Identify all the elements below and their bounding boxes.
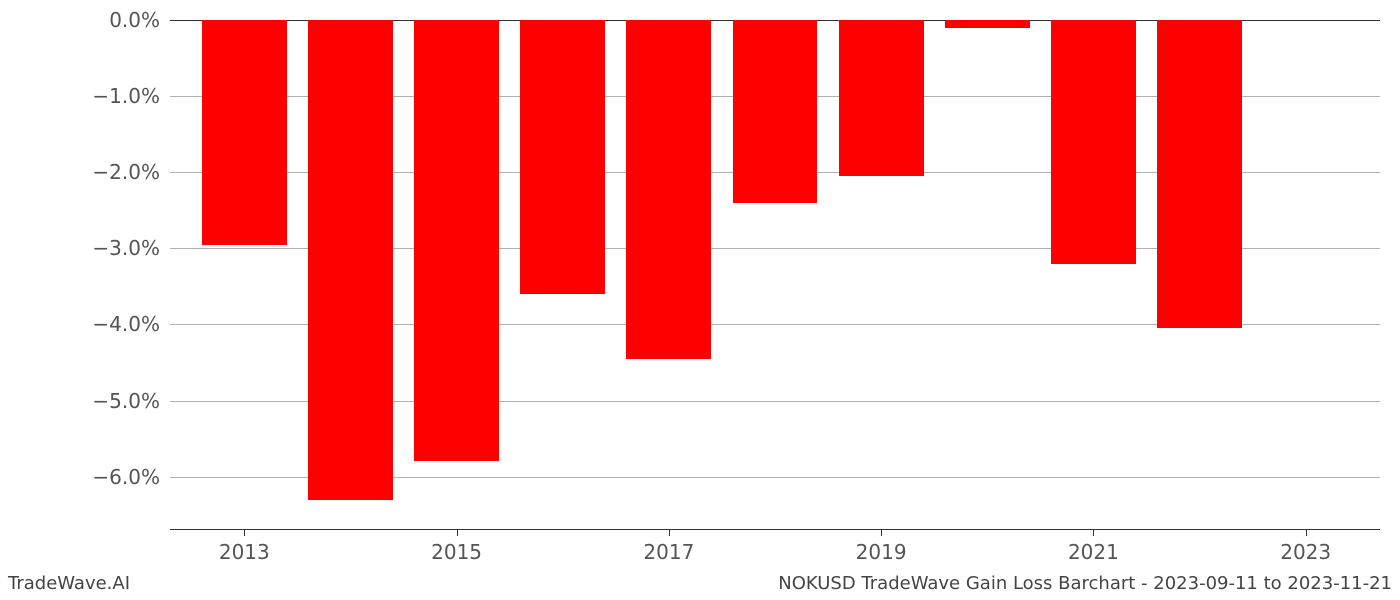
xtick-label: 2019 xyxy=(856,540,907,564)
xtick-label: 2017 xyxy=(643,540,694,564)
bar xyxy=(626,20,711,359)
xtick-mark xyxy=(457,530,458,536)
bar xyxy=(308,20,393,500)
xtick-mark xyxy=(1093,530,1094,536)
xtick-mark xyxy=(244,530,245,536)
chart-plot-area xyxy=(170,20,1380,530)
xtick-mark xyxy=(1306,530,1307,536)
xtick-label: 2013 xyxy=(219,540,270,564)
ytick-label: −6.0% xyxy=(92,465,160,489)
ytick-label: −5.0% xyxy=(92,389,160,413)
bar xyxy=(1157,20,1242,328)
bar xyxy=(733,20,818,203)
ytick-label: −4.0% xyxy=(92,312,160,336)
footer-left-text: TradeWave.AI xyxy=(8,573,130,594)
bar xyxy=(520,20,605,294)
ytick-label: −3.0% xyxy=(92,236,160,260)
bar xyxy=(945,20,1030,28)
bar xyxy=(839,20,924,176)
ytick-label: −2.0% xyxy=(92,160,160,184)
ytick-label: −1.0% xyxy=(92,84,160,108)
bar xyxy=(202,20,287,245)
xtick-label: 2023 xyxy=(1280,540,1331,564)
footer-right-text: NOKUSD TradeWave Gain Loss Barchart - 20… xyxy=(778,573,1392,594)
xtick-label: 2015 xyxy=(431,540,482,564)
xtick-label: 2021 xyxy=(1068,540,1119,564)
xtick-mark xyxy=(669,530,670,536)
xtick-mark xyxy=(881,530,882,536)
bar xyxy=(414,20,499,461)
ytick-label: 0.0% xyxy=(109,8,160,32)
bar xyxy=(1051,20,1136,264)
